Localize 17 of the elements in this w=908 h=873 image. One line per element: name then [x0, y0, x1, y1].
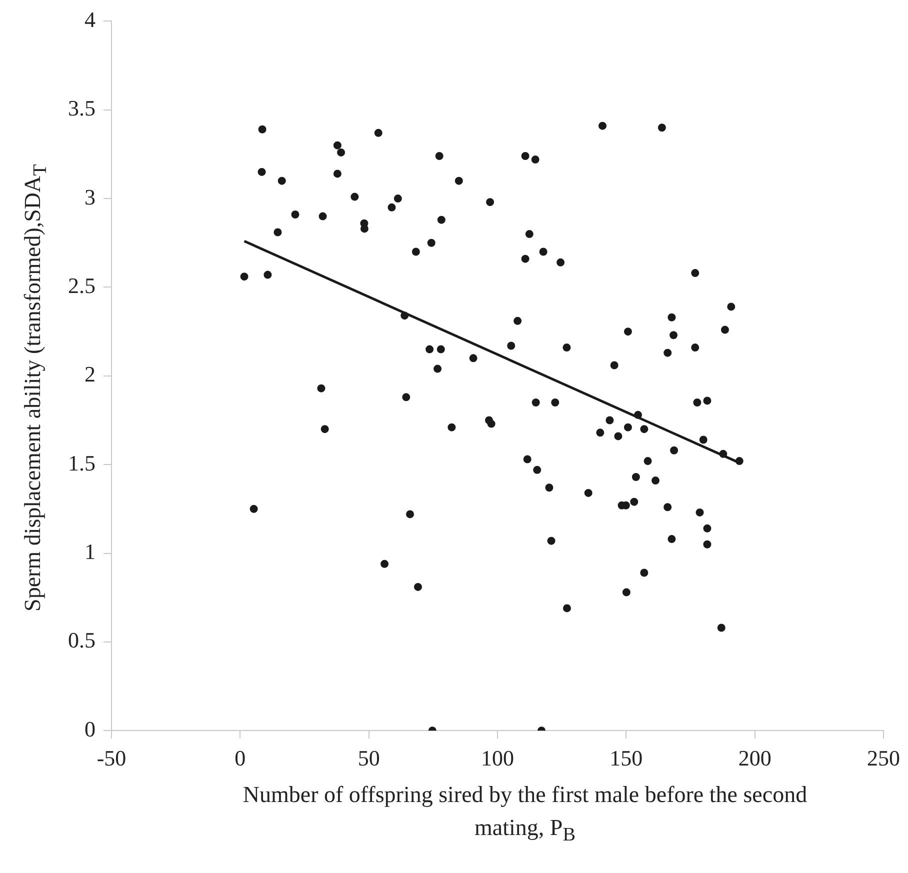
x-axis-title: Number of offspring sired by the first male before the second mating, P$_{B}$ [242, 781, 808, 848]
y-tick-label: 1 [84, 539, 96, 564]
y-tick-label: 3.5 [68, 96, 96, 121]
y-tick-label: 1.5 [68, 450, 96, 476]
y-tick-label: 0 [84, 716, 96, 742]
x-tick-label: 150 [610, 746, 643, 771]
y-tick-label: 3 [84, 184, 96, 210]
y-tick-label: 2.5 [68, 273, 96, 298]
y-tick-label: 2 [84, 362, 96, 387]
x-tick-label: 200 [738, 746, 772, 771]
x-tick-label: 250 [867, 746, 900, 771]
y-tick-label: 0.5 [68, 628, 96, 653]
x-tick-label: -50 [96, 746, 126, 771]
x-tick-label: 100 [481, 746, 514, 771]
x-tick-label: 0 [234, 746, 246, 771]
y-tick-label: 4 [84, 6, 96, 32]
x-tick-label: 50 [358, 746, 380, 771]
